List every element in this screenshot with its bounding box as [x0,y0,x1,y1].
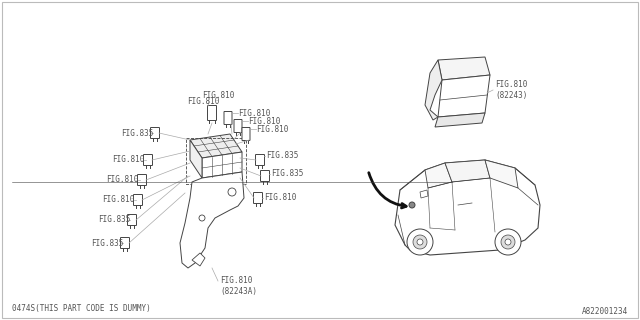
Text: FIG.810
(82243A): FIG.810 (82243A) [220,276,257,296]
Polygon shape [438,57,490,80]
FancyBboxPatch shape [224,111,232,124]
Polygon shape [190,140,202,178]
Circle shape [409,202,415,208]
FancyBboxPatch shape [127,214,136,226]
Polygon shape [485,160,518,188]
Polygon shape [438,75,490,117]
Circle shape [228,188,236,196]
FancyBboxPatch shape [260,171,269,181]
Text: A822001234: A822001234 [582,308,628,316]
FancyBboxPatch shape [253,193,262,204]
Bar [186,138,246,184]
Polygon shape [435,113,485,127]
Polygon shape [395,160,540,255]
FancyBboxPatch shape [234,119,242,132]
FancyArrowPatch shape [369,173,406,208]
Text: FIG.810: FIG.810 [256,124,289,133]
Circle shape [417,239,423,245]
Circle shape [495,229,521,255]
Text: FIG.810: FIG.810 [238,108,270,117]
Text: FIG.810: FIG.810 [106,175,138,185]
FancyBboxPatch shape [242,127,250,140]
Polygon shape [425,60,442,120]
Polygon shape [202,152,242,178]
Circle shape [199,215,205,221]
Text: FIG.835: FIG.835 [266,151,298,161]
Text: FIG.810: FIG.810 [248,116,280,125]
Text: FIG.835: FIG.835 [121,129,154,138]
Polygon shape [445,160,490,182]
Text: FIG.835: FIG.835 [271,170,303,179]
FancyBboxPatch shape [138,174,147,186]
Polygon shape [190,134,242,158]
Polygon shape [425,163,452,188]
Text: FIG.810: FIG.810 [187,97,220,106]
Text: 0474S(THIS PART CODE IS DUMMY): 0474S(THIS PART CODE IS DUMMY) [12,303,151,313]
Text: FIG.810: FIG.810 [102,196,134,204]
Text: FIG.810: FIG.810 [264,194,296,203]
FancyBboxPatch shape [143,155,152,165]
FancyBboxPatch shape [255,155,264,165]
Text: FIG.835: FIG.835 [91,238,124,247]
Text: FIG.810: FIG.810 [112,156,145,164]
FancyBboxPatch shape [134,195,143,205]
Polygon shape [420,190,428,198]
Polygon shape [180,172,244,268]
Circle shape [413,235,427,249]
FancyBboxPatch shape [120,237,129,249]
Polygon shape [192,253,205,266]
Circle shape [501,235,515,249]
Text: FIG.810: FIG.810 [202,92,234,100]
FancyBboxPatch shape [207,106,216,121]
Circle shape [407,229,433,255]
Text: FIG.810
(82243): FIG.810 (82243) [495,80,527,100]
Circle shape [505,239,511,245]
FancyBboxPatch shape [150,127,159,139]
Text: FIG.835: FIG.835 [98,215,131,225]
